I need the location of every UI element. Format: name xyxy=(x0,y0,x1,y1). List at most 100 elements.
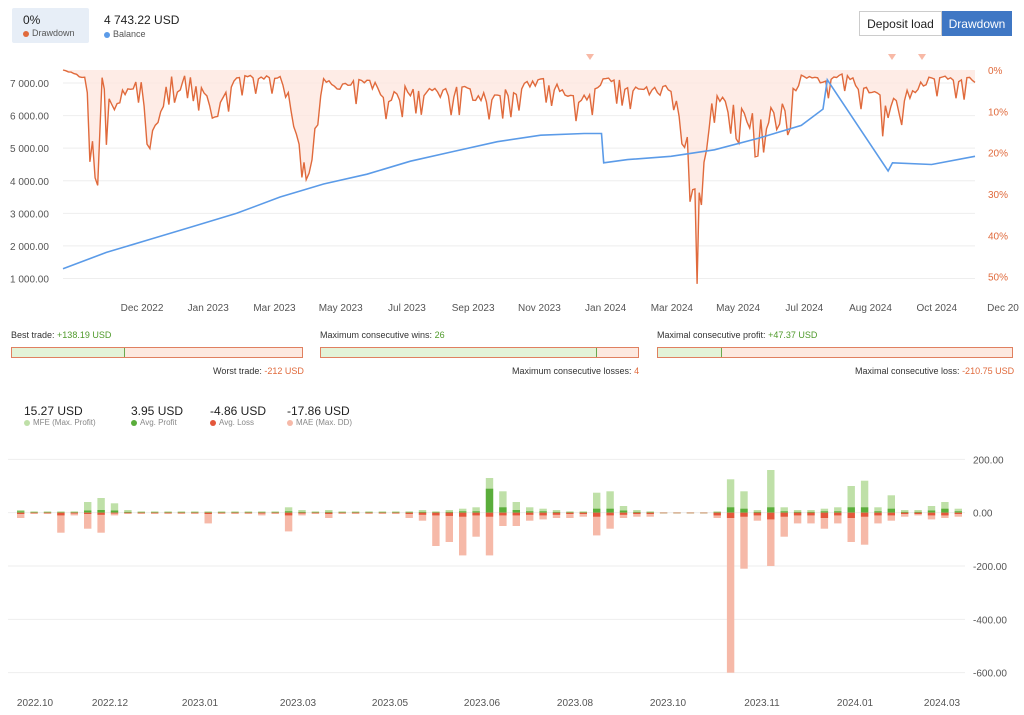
mae-bar xyxy=(231,512,239,514)
avg-profit-bar xyxy=(405,512,413,513)
avg-loss-bar xyxy=(177,512,186,514)
mae-bar xyxy=(365,512,373,514)
y-left-tick-label: 7 000.00 xyxy=(10,79,49,90)
mfe-bar xyxy=(57,511,65,513)
avg-profit-bar xyxy=(887,508,895,513)
mae-bar xyxy=(244,512,253,514)
avg-profit-bar xyxy=(726,507,735,513)
mfe-bar xyxy=(298,510,306,513)
mfe-bar xyxy=(526,507,534,513)
avg-loss-bar xyxy=(271,512,279,514)
drawdown-area xyxy=(63,70,975,284)
mae-bar xyxy=(30,512,38,514)
mfe-bar xyxy=(284,507,293,513)
avg-profit-bar xyxy=(793,511,802,513)
avg-profit-bar xyxy=(57,512,65,513)
mae-bar xyxy=(338,512,346,514)
mae-bar xyxy=(137,512,145,514)
avg-profit-bar xyxy=(834,511,842,513)
mae-bar xyxy=(432,512,440,546)
x-tick-label: Nov 2023 xyxy=(518,303,561,314)
avg-profit-bar xyxy=(325,511,333,513)
drawdown-label: Drawdown xyxy=(23,28,75,38)
y-tick-label: 0.00 xyxy=(973,509,993,520)
consec-wins-fill xyxy=(321,348,597,357)
mae-bar xyxy=(874,512,882,524)
mfe-bar xyxy=(780,507,788,513)
mfe-bar xyxy=(244,511,253,513)
legend-mfe[interactable]: 15.27 USD MFE (Max. Profit) xyxy=(24,404,96,427)
avg-profit-bar xyxy=(418,511,427,513)
mae-bar xyxy=(472,512,480,537)
avg-profit-bar xyxy=(780,511,788,513)
avg-loss-bar xyxy=(84,512,92,514)
mfe-bar xyxy=(512,502,520,513)
mfe-bar xyxy=(713,511,721,513)
trade-stats-bar-chart: 200.00 0.00 -200.00 -400.00 -600.00 2022.10 2… xyxy=(8,455,1007,709)
deposit-load-button[interactable]: Deposit load xyxy=(859,11,942,36)
avg-loss-bar xyxy=(860,512,869,517)
x-tick-label: 2023.08 xyxy=(557,698,594,709)
avg-loss-bar xyxy=(619,512,628,515)
avg-loss-bar xyxy=(820,512,829,518)
mae-bar xyxy=(860,512,869,545)
avg-profit-bar xyxy=(579,512,587,513)
y-tick-label: 200.00 xyxy=(973,455,1004,466)
drawdown-stat-card[interactable]: 0% Drawdown xyxy=(12,8,89,43)
x-tick-label: 2023.03 xyxy=(280,698,317,709)
legend-avg-profit[interactable]: 3.95 USD Avg. Profit xyxy=(131,404,183,427)
mae-bar xyxy=(767,512,775,566)
legend-avg-loss[interactable]: -4.86 USD Avg. Loss xyxy=(210,404,266,427)
mae-bar xyxy=(110,512,119,516)
avg-loss-bar xyxy=(633,512,641,514)
avg-profit-bar xyxy=(807,511,815,513)
avg-loss-bar xyxy=(445,512,453,516)
avg-loss-bar xyxy=(834,512,842,516)
avg-loss-bar xyxy=(17,512,25,514)
avg-loss-bar xyxy=(459,512,467,517)
drawdown-value: 0% xyxy=(23,13,41,27)
avg-profit-bar xyxy=(860,507,869,513)
mae-bar xyxy=(485,512,494,556)
avg-loss-bar xyxy=(700,512,708,514)
avg-loss-bar xyxy=(539,512,547,516)
x-tick-label: 2023.11 xyxy=(744,698,780,709)
mae-value: -17.86 USD xyxy=(287,404,350,418)
avg-profit-bar xyxy=(204,512,212,513)
mfe-bar xyxy=(177,511,186,513)
mfe-bar xyxy=(874,507,882,513)
mae-bar xyxy=(351,512,360,514)
avg-profit-bar xyxy=(459,511,467,513)
mae-bar xyxy=(646,512,654,517)
x-tick-label: 2024.03 xyxy=(924,698,961,709)
x-tick-label: May 2024 xyxy=(716,303,760,314)
mfe-bar xyxy=(365,511,373,513)
avg-profit-bar xyxy=(97,510,105,513)
avg-profit-bar xyxy=(231,512,239,513)
mae-bar xyxy=(552,512,561,518)
x-tick-label: Jul 2024 xyxy=(785,303,823,314)
mae-bar xyxy=(258,512,266,516)
avg-loss-bar xyxy=(726,512,735,518)
mfe-bar xyxy=(753,510,762,513)
marker-triangle xyxy=(918,54,926,60)
y-right-tick-label: 40% xyxy=(988,231,1008,242)
avg-loss-bar xyxy=(753,512,762,516)
x-tick-label: Jan 2023 xyxy=(188,303,230,314)
mfe-bar xyxy=(204,511,212,513)
mae-bar xyxy=(740,512,748,569)
mfe-bar xyxy=(271,511,279,513)
avg-profit-bar xyxy=(820,511,829,513)
mfe-bar xyxy=(405,511,413,513)
legend-mae[interactable]: -17.86 USD MAE (Max. DD) xyxy=(287,404,352,427)
drawdown-button[interactable]: Drawdown xyxy=(942,11,1012,36)
mfe-bar xyxy=(767,470,775,513)
mae-bar xyxy=(726,512,735,673)
mfe-bar xyxy=(860,480,869,513)
mae-bar xyxy=(17,512,25,518)
mae-bar xyxy=(177,512,186,514)
avg-profit-bar xyxy=(767,507,775,513)
mae-bar xyxy=(780,512,788,537)
avg-loss-bar xyxy=(325,512,333,514)
mae-bar xyxy=(124,512,132,514)
